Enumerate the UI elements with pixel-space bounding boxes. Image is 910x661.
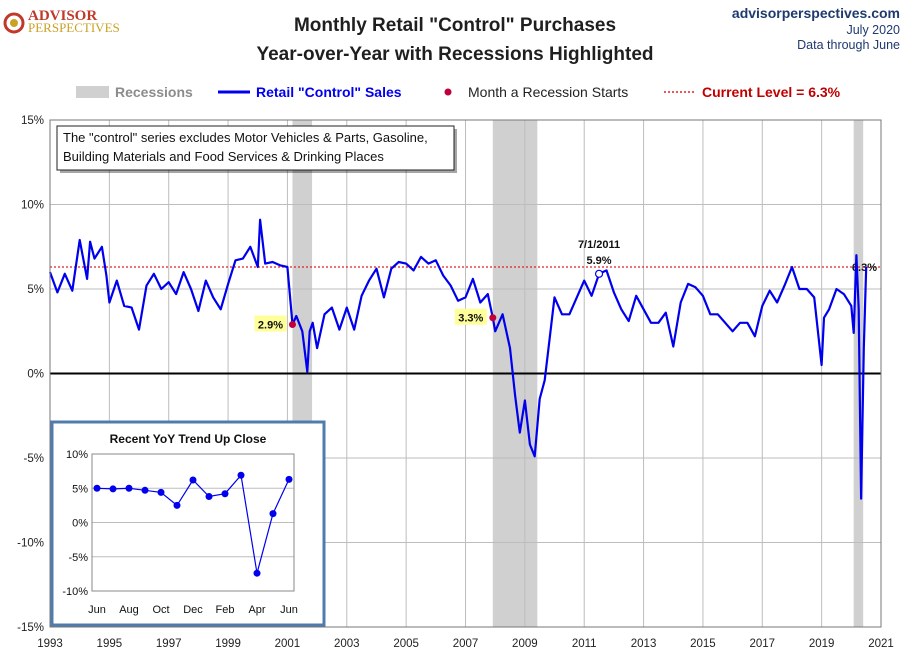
legend-recession-start-marker-icon (444, 88, 452, 96)
x-tick-label: 2015 (690, 638, 716, 650)
y-tick-label: -15% (17, 622, 44, 634)
note-box: The "control" series excludes Motor Vehi… (56, 125, 457, 173)
source-date: July 2020 (846, 23, 900, 37)
note-box-frame (56, 125, 455, 171)
y-tick-label: 15% (21, 115, 44, 127)
inset-point (237, 471, 245, 479)
source-site: advisorperspectives.com (732, 5, 900, 21)
inset-x-tick-label: Jun (88, 604, 106, 616)
chart-title-line1: Monthly Retail "Control" Purchases (294, 15, 616, 36)
inset-title: Recent YoY Trend Up Close (110, 432, 267, 446)
plot-frame (49, 119, 882, 628)
logo-bottom-text: PERSPECTIVES (28, 20, 120, 35)
x-tick-label: 2009 (512, 638, 538, 650)
legend-series-label: Retail "Control" Sales (256, 84, 402, 100)
inset-point (173, 501, 181, 509)
x-tick-label: 2005 (393, 638, 419, 650)
current-level-group: 6.3% (50, 262, 881, 274)
series-line-retail-control-sales (48, 218, 868, 500)
inset-point (109, 485, 117, 493)
inset-point (205, 492, 213, 500)
y-tick-label: -5% (24, 453, 44, 465)
inset-frame (50, 420, 326, 627)
inset-x-tick-label: Oct (152, 604, 169, 616)
note-line2: Building Materials and Food Services & D… (63, 149, 384, 164)
recession-start-markers: 2.9% 3.3% (254, 308, 497, 332)
inset-y-tick-label: 5% (72, 483, 88, 495)
legend-recessions-label: Recessions (115, 84, 193, 100)
peak-marker (594, 269, 604, 278)
inset-y-tick-label: 0% (72, 518, 88, 530)
inset-y-tick-label: 10% (66, 449, 88, 461)
logo-top-text: ADVISOR (28, 8, 97, 24)
legend-recessions-swatch (76, 86, 109, 98)
recession-start-label-0: 2.9% (258, 319, 283, 331)
inset-point (141, 486, 149, 494)
recession-start-marker-1 (489, 314, 497, 322)
inset-series-group (93, 471, 293, 577)
inset-point (269, 510, 277, 518)
x-tick-label: 2021 (868, 638, 894, 650)
y-tick-label: -10% (17, 538, 44, 550)
recession-start-label-bg-0 (254, 315, 287, 332)
inset-y-tick-label: -10% (62, 586, 88, 598)
inset-y-tick-label: -5% (68, 552, 88, 564)
x-tick-label: 1993 (37, 638, 63, 650)
advisor-perspectives-logo: ADVISOR PERSPECTIVES (3, 8, 120, 35)
peak-date-label: 7/1/2011 (578, 239, 620, 251)
inset-x-tick-label: Apr (248, 604, 265, 616)
inset-point (157, 488, 165, 496)
x-tick-label: 2011 (572, 638, 597, 650)
x-tick-label: 2003 (334, 638, 360, 650)
inset-point (189, 476, 197, 484)
current-level-value: 6.3% (852, 262, 877, 274)
x-tick-label: 2013 (631, 638, 657, 650)
x-tick-label: 1997 (156, 638, 182, 650)
inset-x-tick-label: Dec (183, 604, 203, 616)
peak-value-label: 5.9% (587, 255, 612, 267)
inset-point (253, 569, 261, 577)
logo-ring-icon (3, 12, 25, 34)
x-tick-label: 2007 (453, 638, 479, 650)
x-tick-label: 2019 (809, 638, 835, 650)
inset-point (221, 490, 229, 498)
inset-x-tick-label: Feb (216, 604, 235, 616)
x-tick-label: 1995 (97, 638, 123, 650)
inset-chart: Recent YoY Trend Up Close 10% 5% 0% -5% -10%… (50, 420, 326, 627)
annotations: 7/1/2011 5.9% (578, 239, 620, 278)
inset-axes: 10%5%0%-5%-10%Jun Aug Oct Dec Feb Apr Jun (62, 449, 298, 616)
inset-point (285, 475, 293, 483)
inset-point (125, 484, 133, 492)
source-through: Data through June (797, 38, 900, 52)
y-tick-label: 0% (27, 369, 44, 381)
legend-current-level-label: Current Level = 6.3% (702, 84, 841, 100)
inset-x-tick-label: Aug (119, 604, 139, 616)
recession-start-marker-0 (288, 320, 296, 328)
y-tick-label: 5% (27, 284, 44, 296)
x-tick-label: 2017 (749, 638, 775, 650)
inset-x-tick-label: Jun (280, 604, 298, 616)
recession-start-label-bg-1 (454, 308, 487, 325)
x-tick-label: 1999 (215, 638, 241, 650)
inset-plot-frame (91, 453, 295, 592)
note-line1: The "control" series excludes Motor Vehi… (63, 130, 428, 145)
y-tick-label: 10% (21, 200, 44, 212)
x-tick-label: 2001 (275, 638, 301, 650)
legend-recession-start-label: Month a Recession Starts (468, 84, 628, 100)
series-group (48, 218, 868, 500)
logo-dot-icon (10, 19, 18, 27)
inset-point (93, 484, 101, 492)
chart-title-line2: Year-over-Year with Recessions Highlight… (256, 44, 653, 65)
legend: Recessions Retail "Control" Sales Month … (76, 84, 841, 100)
recession-start-label-1: 3.3% (458, 313, 483, 325)
axes: 15% 10% 5% 0% -5% -10% -15% 1993 1995 1997 1999 200… (17, 115, 894, 650)
